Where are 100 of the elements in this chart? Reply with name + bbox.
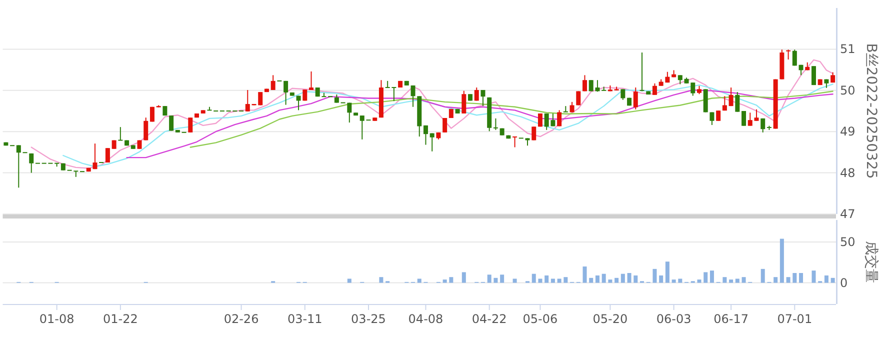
candlestick <box>105 148 110 163</box>
candlestick <box>678 74 682 85</box>
bar <box>532 274 536 283</box>
candlestick <box>442 118 448 133</box>
bar <box>760 268 765 283</box>
candlestick <box>652 82 657 96</box>
x-tick-label: 04-08 <box>408 312 444 326</box>
candlestick <box>735 92 740 112</box>
candlestick <box>270 74 276 90</box>
candlestick <box>620 88 626 100</box>
bar <box>742 277 746 283</box>
x-tick-label: 06-17 <box>714 312 748 326</box>
bar <box>550 278 555 283</box>
bar <box>582 266 587 283</box>
line-series <box>190 90 834 148</box>
bar <box>614 278 619 283</box>
candlestick <box>728 87 734 107</box>
y-tick-label: 49 <box>840 124 856 139</box>
bar <box>678 278 682 283</box>
y-tick-label: 48 <box>840 166 856 180</box>
candlestick <box>716 110 721 122</box>
bar <box>830 278 835 283</box>
candlestick <box>786 49 791 60</box>
bar <box>774 277 778 283</box>
y-axis-title: B丝2022-20250325 <box>863 43 879 179</box>
candlestick <box>169 115 174 132</box>
bar <box>602 274 606 283</box>
line-series <box>30 59 834 169</box>
bar <box>735 278 740 283</box>
bar <box>812 270 816 283</box>
y-tick-label: 47 <box>840 207 856 221</box>
x-tick-label: 03-11 <box>287 312 322 326</box>
bar <box>620 274 625 283</box>
y-tick-label: 51 <box>840 42 856 56</box>
bar <box>672 280 676 283</box>
bar <box>608 280 612 283</box>
bar <box>659 275 664 283</box>
candlestick <box>480 89 486 107</box>
bar <box>697 280 702 283</box>
candlestick <box>710 112 714 126</box>
candlestick <box>29 152 34 174</box>
bar <box>595 275 600 283</box>
candlestick <box>462 90 466 114</box>
candlestick <box>722 96 727 112</box>
x-tick-label: 04-22 <box>472 312 507 326</box>
x-tick-label: 06-03 <box>656 312 692 326</box>
candlestick <box>602 86 606 91</box>
bar <box>729 280 734 283</box>
bar <box>704 272 708 283</box>
bar <box>512 278 517 283</box>
bar <box>627 273 632 283</box>
candlestick <box>640 52 644 92</box>
x-tick-label: 03-25 <box>351 312 386 326</box>
candlestick <box>582 74 588 92</box>
candlestick <box>742 110 746 126</box>
candlestick <box>284 80 288 106</box>
bar <box>792 273 797 283</box>
bar <box>589 278 594 283</box>
bar <box>799 273 804 283</box>
bar <box>417 278 422 283</box>
bar <box>564 277 568 283</box>
bar <box>442 280 447 283</box>
y-axis-title: 成交量 <box>863 241 879 283</box>
candlestick <box>532 126 536 141</box>
bar <box>544 275 549 283</box>
candlestick <box>474 87 479 102</box>
y-tick-label: 50 <box>840 83 856 98</box>
candlestick <box>258 92 263 106</box>
candlestick <box>563 106 568 112</box>
candlestick <box>493 118 498 130</box>
bar <box>710 270 714 283</box>
candlestick <box>633 87 638 110</box>
candlestick <box>118 126 123 141</box>
candlestick <box>557 110 562 127</box>
candlestick <box>144 117 148 141</box>
candlestick <box>760 118 766 133</box>
bar <box>494 278 498 283</box>
y-tick-label: 50 <box>840 235 856 250</box>
x-tick-label: 02-26 <box>224 312 259 326</box>
bar <box>538 278 542 283</box>
candlestick <box>430 132 434 152</box>
candlestick <box>792 49 797 66</box>
bar <box>652 268 657 283</box>
candlestick <box>512 136 518 148</box>
bar <box>487 274 492 283</box>
bar <box>557 278 562 283</box>
bar <box>634 275 638 283</box>
bar <box>462 272 466 283</box>
x-tick-label: 05-20 <box>592 312 628 326</box>
bar <box>665 262 670 283</box>
candlestick <box>576 90 581 106</box>
x-tick-label: 01-22 <box>102 312 138 326</box>
bar <box>379 277 384 283</box>
bar <box>500 274 504 283</box>
x-tick-label: 07-01 <box>777 312 812 326</box>
candlestick <box>703 88 708 113</box>
x-tick-label: 01-08 <box>39 312 74 326</box>
candlestick <box>308 70 314 90</box>
candlestick <box>188 117 193 133</box>
bar <box>786 277 790 283</box>
